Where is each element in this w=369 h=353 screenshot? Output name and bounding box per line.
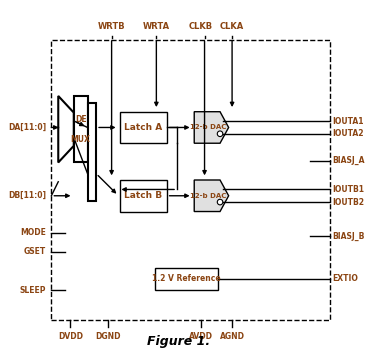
Text: MUX: MUX [71,135,90,144]
FancyBboxPatch shape [120,112,167,143]
FancyBboxPatch shape [74,96,87,162]
Text: DA[11:0]: DA[11:0] [8,123,46,132]
Text: AVDD: AVDD [189,332,213,341]
Text: WRTB: WRTB [98,22,125,31]
Text: MODE: MODE [20,228,46,237]
Text: IOUTB1: IOUTB1 [332,185,364,194]
Text: IOUTB2: IOUTB2 [332,198,364,207]
Circle shape [217,131,223,137]
Text: GSET: GSET [24,247,46,256]
Text: Latch A: Latch A [124,123,163,132]
Text: IOUTA1: IOUTA1 [332,116,363,126]
Text: EXTIO: EXTIO [332,274,358,283]
Circle shape [217,199,223,205]
Polygon shape [194,112,229,143]
FancyBboxPatch shape [155,268,218,290]
Text: 12-b DAC: 12-b DAC [190,125,227,131]
Text: 1.2 V Reference: 1.2 V Reference [152,274,221,283]
Text: DGND: DGND [96,332,121,341]
Text: CLKB: CLKB [189,22,213,31]
Text: Latch B: Latch B [124,191,162,200]
FancyBboxPatch shape [120,180,167,211]
Polygon shape [58,96,74,162]
Text: Figure 1.: Figure 1. [147,335,210,348]
Text: AGND: AGND [220,332,245,341]
Text: DB[11:0]: DB[11:0] [8,191,46,200]
Text: WRTA: WRTA [143,22,170,31]
FancyBboxPatch shape [87,103,96,201]
Text: BIASJ_B: BIASJ_B [332,232,364,241]
Text: DVDD: DVDD [58,332,83,341]
Text: BIASJ_A: BIASJ_A [332,156,365,165]
Text: SLEEP: SLEEP [20,286,46,295]
Polygon shape [194,180,229,211]
Text: 12-b DAC: 12-b DAC [190,193,227,199]
Text: CLKA: CLKA [220,22,244,31]
Text: DE: DE [75,115,86,124]
Text: IOUTA2: IOUTA2 [332,129,363,138]
